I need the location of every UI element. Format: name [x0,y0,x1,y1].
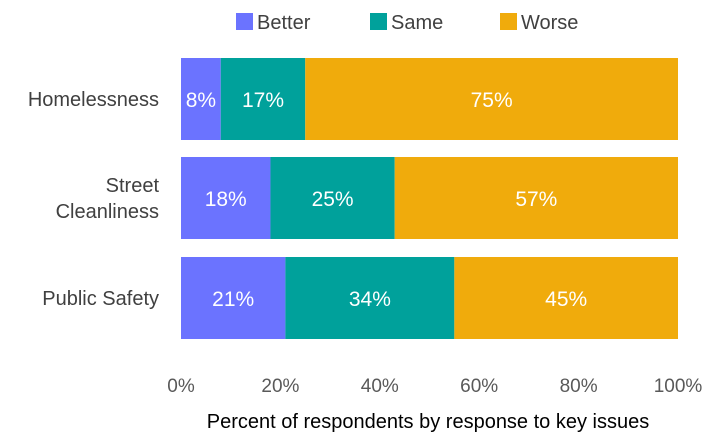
legend-label-worse: Worse [521,12,578,34]
data-label: 45% [545,288,587,311]
bar-segment-better [181,257,286,339]
x-tick-label: 40% [361,376,399,397]
bar-segment-better [181,157,271,239]
x-tick-label: 80% [560,376,598,397]
x-tick-labels: 0% 20% 40% 60% 80% 100% [167,376,702,397]
bar-segment-same [220,58,306,140]
x-tick-label: 20% [261,376,299,397]
bar-segment-worse [394,157,678,239]
bars: 8% 17% 75% 18% 25% 57% 21% 34% 45% [181,58,678,339]
data-label: 25% [312,188,354,211]
category-label: Public Safety [42,288,159,310]
legend-swatch-worse [500,13,517,30]
category-label: Street [106,175,160,197]
x-axis-title: Percent of respondents by response to ke… [207,411,649,433]
data-label: 18% [205,188,247,211]
category-label: Homelessness [28,89,159,111]
category-labels: Homelessness Street Cleanliness Public Safe… [28,89,160,310]
bar-segment-worse [454,257,678,339]
data-label: 57% [515,188,557,211]
x-tick-label: 100% [654,376,703,397]
category-label: Cleanliness [56,201,159,223]
bar-segment-same [270,157,395,239]
x-tick-label: 60% [460,376,498,397]
data-label: 75% [471,89,513,112]
bar-segment-worse [305,58,678,140]
legend-swatch-same [370,13,387,30]
legend-label-same: Same [391,12,443,34]
data-label: 21% [212,288,254,311]
legend-swatch-better [236,13,253,30]
legend: Better Same Worse [236,12,578,34]
legend-label-better: Better [257,12,311,34]
bar-segment-better [181,58,221,140]
data-label: 34% [349,288,391,311]
x-tick-label: 0% [167,376,195,397]
data-label: 17% [242,89,284,112]
bar-segment-same [285,257,455,339]
data-label: 8% [186,89,216,112]
